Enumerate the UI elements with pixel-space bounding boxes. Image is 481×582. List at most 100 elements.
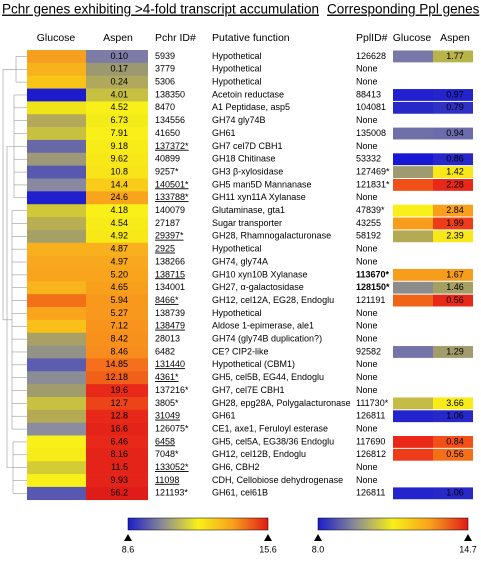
function: GH12, cel12A, EG28, Endoglu <box>212 295 334 305</box>
function: Glutaminase, gta1 <box>212 205 285 215</box>
glucose-cell <box>27 139 86 154</box>
column-header: Putative function <box>212 32 290 44</box>
ratio: 4.54 <box>110 218 128 228</box>
ppl-ratio: 0.56 <box>446 295 464 305</box>
aspen-cell <box>86 409 148 423</box>
ratio: 5.94 <box>110 295 128 305</box>
ppl-id: 53332 <box>356 154 381 164</box>
ppl-id: None <box>356 64 378 74</box>
pchr-id: 41650 <box>155 128 180 138</box>
ppl-glucose-cell <box>393 397 433 410</box>
ppl-id: None <box>356 462 378 472</box>
function: Hypothetical <box>212 308 262 318</box>
function: Aldose 1-epimerase, ale1 <box>212 321 314 331</box>
ppl-id: 128150* <box>356 282 390 292</box>
function: GH18 Chitinase <box>212 154 276 164</box>
column-header: Aspen <box>440 32 470 44</box>
pchr-id: 140079 <box>155 205 185 215</box>
glucose-cell <box>27 461 86 475</box>
function: GH61 <box>212 128 236 138</box>
ratio: 6.46 <box>110 436 128 446</box>
ratio: 7.12 <box>110 321 128 331</box>
aspen-cell <box>86 114 148 128</box>
aspen-cell <box>86 371 148 385</box>
column-header: Aspen <box>103 32 133 44</box>
pchr-id: 134556 <box>155 115 185 125</box>
ratio: 10.8 <box>110 166 128 176</box>
aspen-cell <box>86 384 148 398</box>
function: GH10 xyn10B Xylanase <box>212 269 308 279</box>
ppl-aspen-cell <box>433 101 473 114</box>
ratio: 4.65 <box>110 282 128 292</box>
ppl-id: None <box>356 334 378 344</box>
function: GH7, cel7E CBH1 <box>212 385 285 395</box>
pchr-id: 133052* <box>155 462 189 472</box>
glucose-cell <box>27 448 86 462</box>
pchr-id: 9257* <box>155 166 179 176</box>
ppl-id: 126811 <box>356 488 385 498</box>
ppl-glucose-cell <box>393 268 433 281</box>
ppl-ratio: 0.94 <box>446 128 464 138</box>
pchr-id: 3805* <box>155 398 179 408</box>
glucose-cell <box>27 371 86 385</box>
function: GH61, cel61B <box>212 488 268 498</box>
colorbar-label: 14.7 <box>459 544 477 554</box>
pchr-id: 140501* <box>155 179 189 189</box>
ppl-ratio: 1.29 <box>446 346 464 356</box>
ppl-aspen-cell <box>433 397 473 410</box>
ppl-aspen-cell <box>433 268 473 281</box>
ratio: 4.92 <box>110 231 128 241</box>
ppl-glucose-cell <box>393 487 433 500</box>
ppl-ratio: 1.67 <box>446 269 464 279</box>
ratio: 6.73 <box>110 115 128 125</box>
glucose-cell <box>27 178 86 192</box>
ppl-glucose-cell <box>393 50 433 63</box>
ratio: 4.87 <box>110 244 128 254</box>
function: GH7 cel7D CBH1 <box>212 141 283 151</box>
function: GH3 β-xylosidase <box>212 166 283 176</box>
pchr-id: 138715 <box>155 269 185 279</box>
aspen-cell <box>86 75 148 89</box>
pchr-id: 5306 <box>155 77 175 87</box>
ratio: 9.18 <box>110 141 128 151</box>
glucose-cell <box>27 358 86 372</box>
pchr-id: 137216* <box>155 385 189 395</box>
ppl-ratio: 0.79 <box>446 102 464 112</box>
ppl-ratio: 1.46 <box>446 282 464 292</box>
ppl-aspen-cell <box>433 294 473 307</box>
ppl-aspen-cell <box>433 346 473 358</box>
colorbar-label: 8.6 <box>122 544 135 554</box>
ratio: 16.6 <box>110 423 128 433</box>
aspen-cell <box>86 165 148 179</box>
aspen-cell <box>86 101 148 115</box>
ratio: 0.24 <box>110 77 128 87</box>
colorbar-tick <box>314 534 322 541</box>
aspen-cell <box>86 88 148 102</box>
ppl-glucose-cell <box>393 166 433 178</box>
ppl-ratio: 2.84 <box>446 205 464 215</box>
glucose-cell <box>27 319 86 333</box>
aspen-cell <box>86 345 148 359</box>
glucose-cell <box>27 152 86 166</box>
pchr-id: 138266 <box>155 256 185 266</box>
aspen-cell <box>86 62 148 76</box>
ratio: 12.7 <box>110 398 128 408</box>
dendrogram-branch <box>6 146 14 468</box>
glucose-cell <box>27 294 86 308</box>
colorbar <box>127 517 269 531</box>
ppl-id: 121191 <box>356 295 385 305</box>
ppl-glucose-cell <box>393 410 433 423</box>
ppl-id: None <box>356 77 378 87</box>
ppl-aspen-cell <box>433 50 473 63</box>
ppl-glucose-cell <box>393 101 433 114</box>
ppl-glucose-cell <box>393 448 433 461</box>
dendrogram-branch <box>2 68 16 321</box>
glucose-cell <box>27 242 86 256</box>
function: Acetoin reductase <box>212 89 284 99</box>
column-header: Pchr ID# <box>155 32 196 44</box>
glucose-cell <box>27 165 86 179</box>
ppl-id: None <box>356 423 378 433</box>
column-header: Glucose <box>393 32 432 44</box>
ratio: 0.17 <box>110 64 128 74</box>
column-header: Glucose <box>37 32 76 44</box>
